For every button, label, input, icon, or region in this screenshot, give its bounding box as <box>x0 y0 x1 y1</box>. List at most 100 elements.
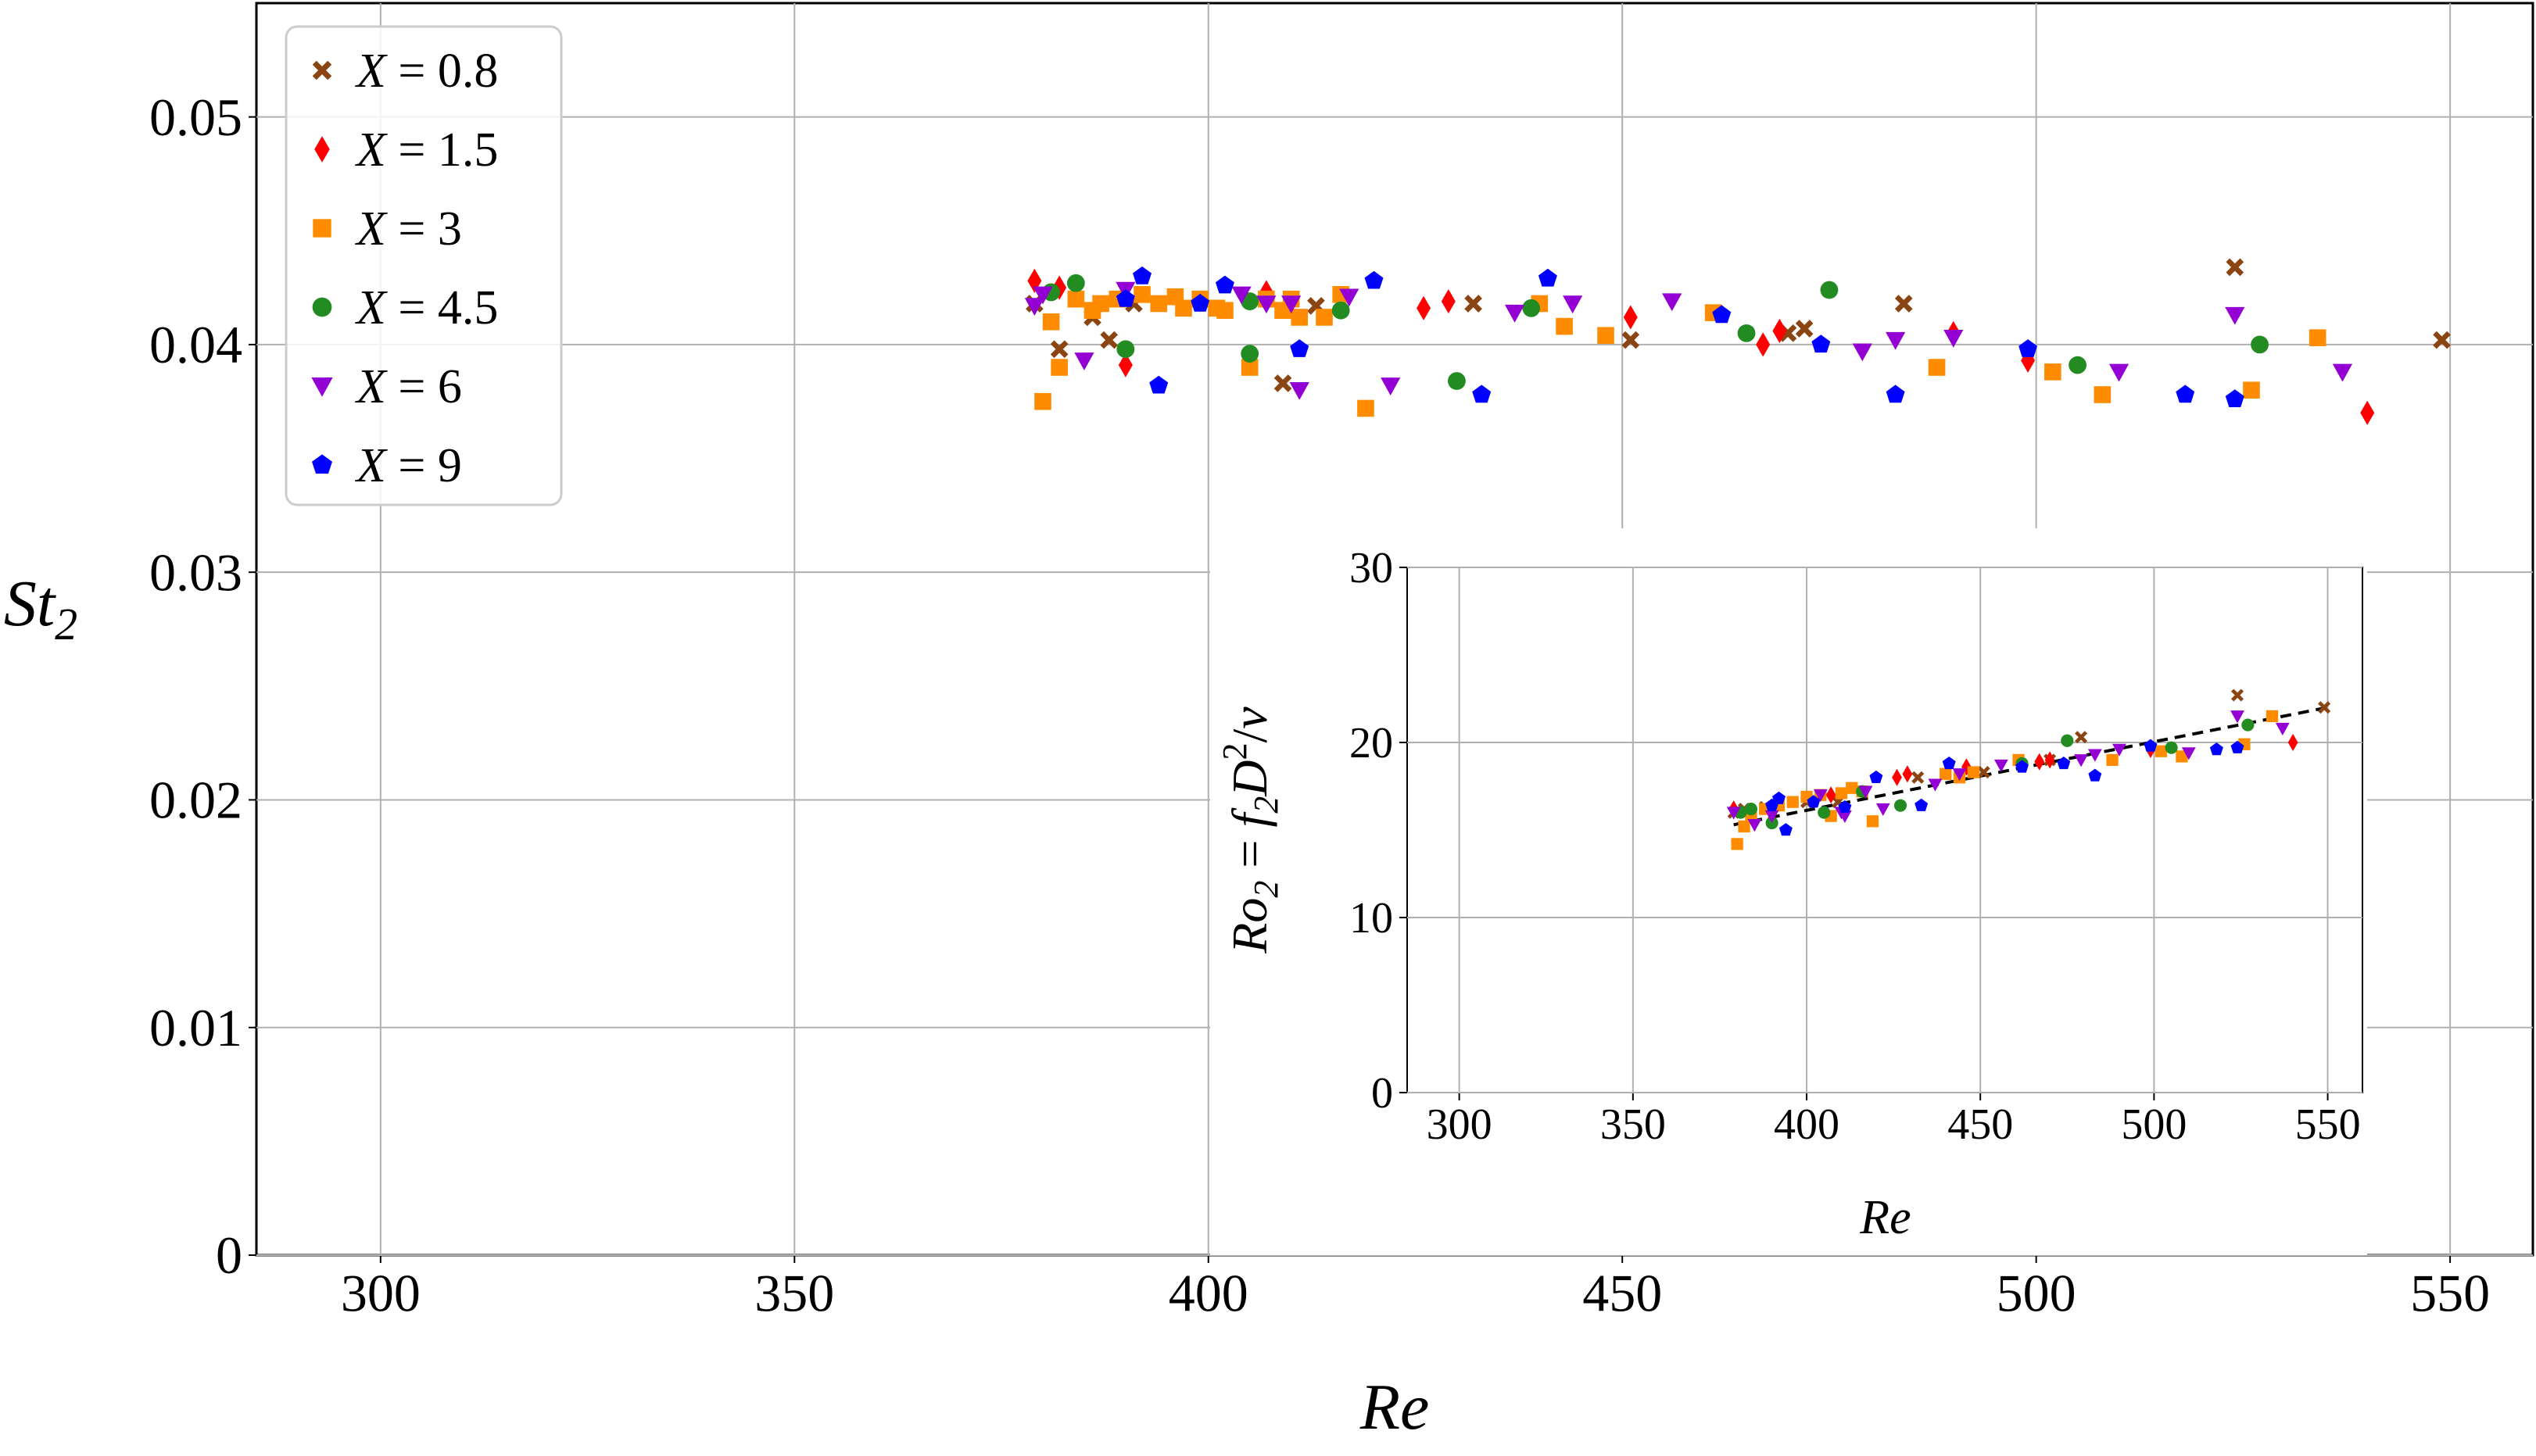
legend-item: X = 0.8 <box>312 45 498 98</box>
data-point <box>1765 816 1778 830</box>
data-point <box>2226 258 2244 277</box>
data-point <box>2176 750 2188 763</box>
data-point <box>1231 286 1252 305</box>
data-point <box>2106 753 2119 767</box>
data-point <box>1807 795 1821 808</box>
data-point <box>1241 345 1259 363</box>
data-point <box>1772 791 1786 804</box>
data-point <box>1448 372 1466 390</box>
data-point <box>1811 334 1831 353</box>
data-point <box>1033 286 1053 305</box>
main-x-axis-label: Re <box>1359 1371 1430 1443</box>
data-point <box>1852 343 1872 362</box>
series-x6 <box>1726 710 2290 832</box>
data-point <box>2018 339 2037 357</box>
data-point <box>2275 722 2290 736</box>
data-point <box>1786 796 1799 808</box>
data-point <box>2225 389 2244 407</box>
data-point <box>1902 765 1913 783</box>
x-tick-label: 500 <box>2121 1100 2187 1149</box>
data-point <box>1472 385 1492 403</box>
data-point <box>1331 301 1350 320</box>
y-tick-label: 20 <box>1349 719 1393 767</box>
data-point <box>1943 329 1964 348</box>
data-point <box>1357 399 1374 417</box>
data-point <box>1928 778 1943 792</box>
data-point <box>1339 288 1359 307</box>
data-point <box>1381 377 1401 395</box>
data-point <box>2075 731 2088 744</box>
data-point <box>2251 335 2269 354</box>
data-point <box>1133 266 1152 284</box>
data-point <box>1556 317 1573 335</box>
data-point <box>1074 352 1094 370</box>
data-point <box>2015 760 2029 773</box>
data-point <box>1886 331 1906 350</box>
data-point <box>1092 295 1109 313</box>
data-point <box>1893 799 1907 812</box>
legend-item: X = 9 <box>312 439 462 492</box>
data-point <box>1942 757 1956 770</box>
y-tick-label: 30 <box>1349 544 1393 592</box>
data-point <box>1051 359 1068 376</box>
legend-marker <box>314 136 330 163</box>
data-point <box>1838 800 1852 814</box>
legend-marker <box>311 377 333 397</box>
inset-chart: 300 350 400 450 500 550 0 10 20 30 Re Ro2 = f2D2… <box>1210 528 2367 1255</box>
data-point <box>2209 742 2223 756</box>
data-point <box>1256 295 1277 314</box>
data-point <box>1778 823 1793 836</box>
main-points <box>1024 258 2451 425</box>
data-point <box>1191 293 1210 312</box>
data-point <box>1100 331 1119 349</box>
data-point <box>1281 295 1302 314</box>
data-point <box>1067 290 1085 308</box>
data-point <box>1273 374 1292 392</box>
data-point <box>1846 782 1858 794</box>
data-point <box>1464 295 1482 313</box>
data-point <box>1866 815 1879 828</box>
data-point <box>1417 295 1431 320</box>
data-point <box>1911 771 1925 784</box>
data-point <box>1928 359 1946 376</box>
legend-marker <box>312 454 332 474</box>
data-point <box>1967 766 1979 778</box>
data-point <box>2243 381 2260 399</box>
data-point <box>1837 810 1852 824</box>
y-tick-label: 0 <box>216 1225 242 1285</box>
inset-x-axis-label: Re <box>1859 1191 1911 1244</box>
inset-fit-line <box>1733 706 2328 827</box>
legend-item: X = 6 <box>311 360 462 413</box>
data-point <box>1756 332 1771 357</box>
x-tick-label: 400 <box>1774 1100 1839 1149</box>
data-point <box>1216 302 1234 320</box>
data-point <box>2044 363 2061 381</box>
data-point <box>1241 359 1259 376</box>
data-point <box>1034 392 1051 410</box>
data-point <box>1364 270 1384 289</box>
data-point <box>2021 348 2036 373</box>
data-point <box>1738 820 1750 833</box>
legend-label: X = 3 <box>354 202 462 256</box>
y-tick-label: 0.01 <box>149 998 242 1057</box>
y-tick-label: 0 <box>1371 1069 1393 1118</box>
data-point <box>2241 718 2255 732</box>
data-point <box>2074 754 2088 767</box>
data-point <box>1150 295 1168 313</box>
y-tick-label: 10 <box>1349 894 1393 943</box>
data-point <box>1835 787 1848 800</box>
data-point <box>2034 753 2045 771</box>
main-y-tick-labels: 0 0.01 0.02 0.03 0.04 0.05 <box>149 88 242 1285</box>
data-point <box>1149 375 1169 394</box>
inset-plot-area <box>1406 567 2363 1093</box>
inset-y-tick-labels: 0 10 20 30 <box>1349 544 1393 1118</box>
data-point <box>2266 710 2279 723</box>
inset-points <box>1726 689 2331 850</box>
x-tick-label: 500 <box>1997 1263 2076 1322</box>
data-point <box>1290 339 1309 357</box>
legend-item: X = 1.5 <box>314 123 498 177</box>
data-point <box>1522 299 1541 317</box>
legend-label: X = 6 <box>354 360 462 413</box>
data-point <box>2069 356 2087 374</box>
data-point <box>1731 838 1743 850</box>
